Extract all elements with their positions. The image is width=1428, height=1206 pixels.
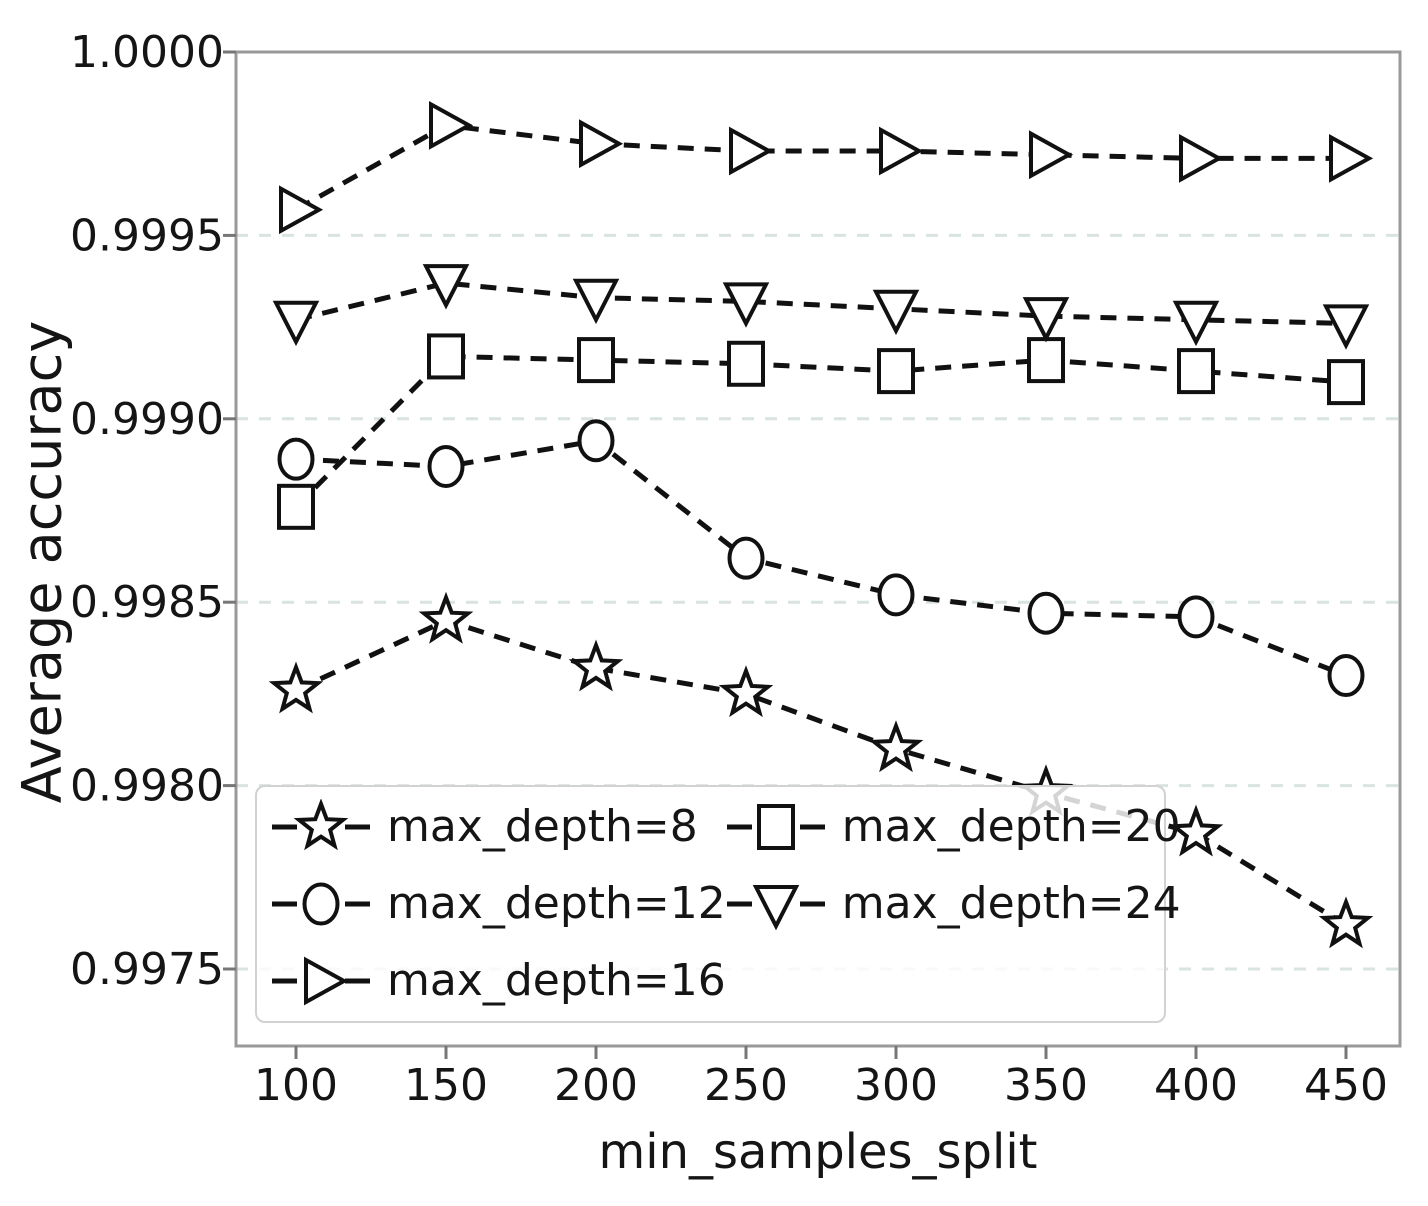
triangle-right-marker-icon (272, 956, 370, 1005)
series-max_depth=20 (277, 333, 1365, 530)
legend-item-max-depth-8: max_depth=8 (271, 788, 726, 865)
x-tick-label: 150 (404, 1060, 488, 1111)
legend-item-max-depth-16: max_depth=16 (271, 942, 726, 1019)
triangle-down-marker (422, 264, 470, 310)
star-marker (1318, 896, 1374, 949)
square-marker (427, 333, 465, 380)
star-marker-icon (272, 798, 370, 850)
circle-marker (427, 444, 465, 488)
x-axis-label: min_samples_split (598, 1124, 1038, 1180)
y-tick-label: 1.0000 (70, 27, 224, 78)
square-marker (727, 340, 765, 387)
legend-column-2: max_depth=20 max_depth=24 (726, 788, 1181, 1020)
triangle-down-marker (1322, 304, 1370, 350)
y-tick-label: 0.9980 (70, 761, 224, 812)
series-line (295, 438, 1347, 678)
triangle-right-marker (429, 100, 474, 150)
series-max_depth=12 (277, 419, 1365, 698)
circle-marker (727, 536, 765, 580)
square-marker (1027, 337, 1065, 384)
triangle-down-marker (272, 300, 320, 347)
y-tick-label: 0.9975 (70, 944, 224, 995)
circle-marker (1327, 654, 1365, 698)
square-marker (756, 803, 795, 850)
triangle-right-marker (579, 119, 624, 169)
legend: max_depth=8 max_depth=12 max_depth=16 ma… (255, 785, 1181, 1023)
legend-label: max_depth=8 (387, 801, 698, 852)
star-marker (1168, 804, 1224, 857)
x-tick-label: 450 (1304, 1060, 1388, 1111)
circle-marker (577, 419, 615, 463)
square-marker (1327, 359, 1365, 406)
circle-marker (1027, 591, 1065, 635)
x-tick-label: 350 (1004, 1060, 1088, 1111)
star-marker (293, 798, 349, 850)
triangle-down-marker (1022, 297, 1070, 343)
legend-label: max_depth=16 (387, 955, 726, 1006)
series-max_depth=16 (279, 100, 1374, 235)
star-marker (418, 591, 474, 644)
triangle-down-marker (872, 289, 920, 336)
triangle-right-marker (279, 185, 324, 235)
star-marker (718, 665, 774, 718)
x-tick-label: 400 (1154, 1060, 1238, 1111)
y-axis-label: Average accuracy (10, 320, 74, 804)
triangle-right-marker (1329, 133, 1374, 183)
circle-marker (1177, 595, 1215, 639)
plot-spines (234, 50, 1402, 1048)
square-marker-icon (726, 803, 825, 850)
series-line (294, 122, 1346, 212)
star-marker (568, 639, 624, 692)
legend-label: max_depth=20 (841, 801, 1181, 852)
square-marker (277, 483, 315, 530)
triangle-right-marker (304, 956, 349, 1005)
series-max_depth=24 (272, 264, 1370, 350)
triangle-right-marker (729, 126, 774, 176)
circle-marker (302, 882, 340, 925)
legend-item-max-depth-20: max_depth=20 (726, 788, 1181, 865)
triangle-down-marker (752, 884, 800, 930)
x-tick-label: 300 (854, 1060, 938, 1111)
star-marker (268, 661, 324, 714)
x-tick-label: 200 (554, 1060, 638, 1111)
triangle-down-marker-icon (726, 884, 825, 930)
y-tick-label: 0.9990 (70, 394, 224, 445)
square-marker (1177, 348, 1215, 395)
triangle-right-marker (1029, 130, 1074, 180)
triangle-down-marker (722, 282, 770, 328)
triangle-down-marker (572, 278, 620, 325)
triangle-down-marker (1172, 300, 1220, 347)
star-marker (868, 720, 924, 773)
series-line (294, 617, 1348, 928)
circle-marker-icon (272, 882, 370, 925)
legend-label: max_depth=12 (387, 878, 726, 929)
square-marker (877, 348, 915, 395)
circle-marker (277, 437, 315, 481)
triangle-right-marker (879, 126, 924, 176)
x-tick-label: 250 (704, 1060, 788, 1111)
circle-marker (877, 573, 915, 617)
legend-item-max-depth-12: max_depth=12 (271, 865, 726, 942)
legend-label: max_depth=24 (841, 878, 1181, 929)
y-tick-label: 0.9995 (70, 210, 224, 261)
legend-item-max-depth-24: max_depth=24 (726, 865, 1181, 942)
legend-column-1: max_depth=8 max_depth=12 max_depth=16 (271, 788, 726, 1020)
triangle-right-marker (1179, 133, 1224, 183)
y-tick-label: 0.9985 (70, 577, 224, 628)
square-marker (577, 337, 615, 384)
x-tick-label: 100 (254, 1060, 338, 1111)
